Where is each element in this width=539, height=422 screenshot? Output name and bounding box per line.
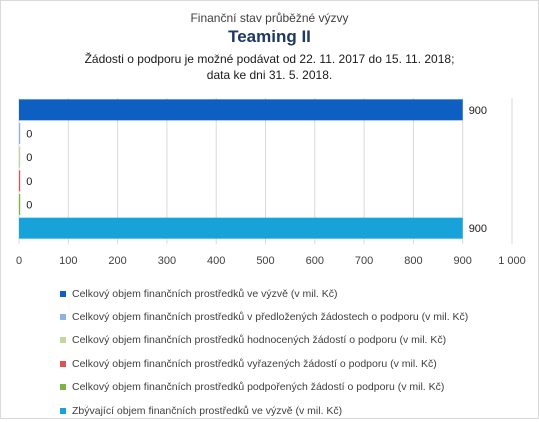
x-tick-label: 100 [59,255,77,267]
legend-label: Celkový objem finančních prostředků v př… [72,311,469,324]
legend-label: Celkový objem finančních prostředků hodn… [72,334,447,347]
data-label: 900 [469,105,487,117]
legend-item: Celkový objem finančních prostředků v př… [60,305,468,328]
data-label: 0 [26,200,32,212]
data-label: 0 [26,176,32,188]
legend-item: Celkový objem finančních prostředků hodn… [60,329,468,352]
chart-note-line-1: Žádosti o podporu je možné podávat od 22… [84,52,455,66]
legend-label: Celkový objem finančních prostředků ve v… [72,287,338,300]
data-label: 0 [26,152,32,164]
legend-swatch [60,384,66,391]
legend-item: Zbývající objem finančních prostředků ve… [60,399,468,422]
bar [19,123,21,144]
x-tick-label: 300 [158,255,176,267]
x-tick-label: 600 [306,255,324,267]
bar [19,217,463,239]
legend-label: Zbývající objem finančních prostředků ve… [72,404,343,417]
x-tick-label: 200 [108,255,126,267]
x-tick-label: 500 [256,255,274,267]
bar [19,146,21,168]
x-tick-label: 800 [404,255,422,267]
legend-swatch [60,337,66,344]
chart-legend: Celkový objem finančních prostředků ve v… [60,282,468,422]
legend-swatch [60,314,66,321]
bar [19,99,463,121]
legend-swatch [60,407,66,414]
bar [19,194,21,215]
legend-item: Celkový objem finančních prostředků podp… [60,376,468,399]
chart-title: Teaming II [228,27,311,46]
chart-supertitle: Finanční stav průběžné výzvy [190,11,349,25]
x-tick-label: 1 000 [498,255,526,267]
bar [19,170,21,192]
legend-label: Celkový objem finančních prostředků podp… [72,381,445,394]
legend-item: Celkový objem finančních prostředků vyřa… [60,352,468,375]
legend-swatch [60,360,66,367]
data-label: 0 [26,129,32,141]
x-tick-label: 400 [207,255,225,267]
x-tick-label: 0 [16,255,22,267]
x-tick-label: 700 [355,255,373,267]
chart-note-line-2: data ke dni 31. 5. 2018. [206,68,333,82]
x-tick-label: 900 [454,255,472,267]
legend-swatch [60,290,66,297]
data-label: 900 [469,223,487,235]
legend-label: Celkový objem finančních prostředků vyřa… [72,357,437,370]
legend-item: Celkový objem finančních prostředků ve v… [60,282,468,305]
